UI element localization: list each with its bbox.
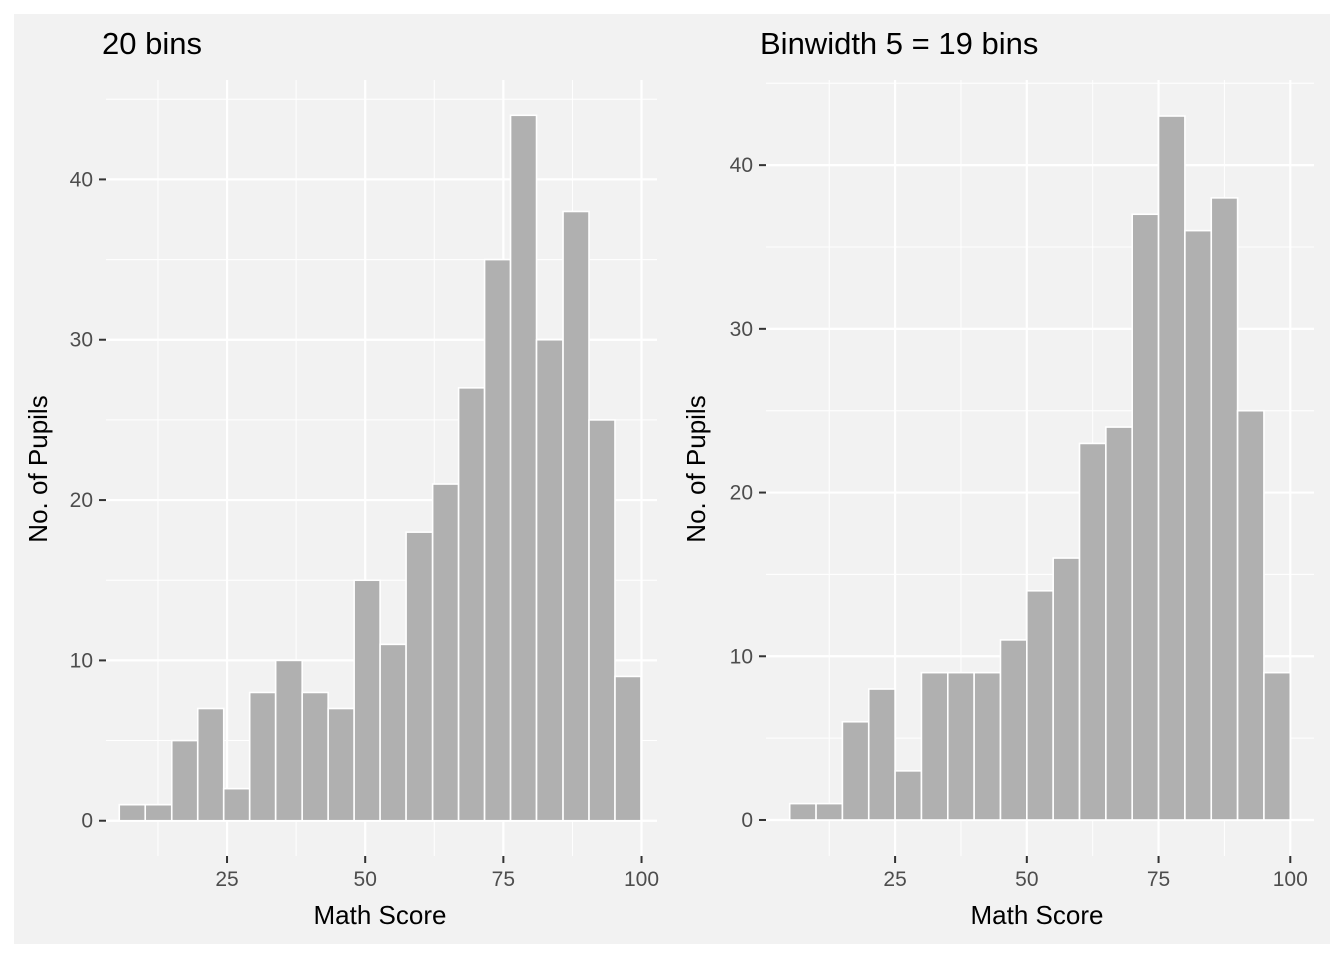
histogram-bar <box>327 707 355 822</box>
histogram-bar <box>1263 671 1292 821</box>
histogram-bar <box>274 659 303 822</box>
histogram-bar <box>118 803 147 822</box>
histogram-bar <box>379 643 407 822</box>
x-tick-label: 25 <box>215 868 238 891</box>
histogram-bar <box>1105 426 1134 821</box>
histogram-bar <box>483 258 512 822</box>
y-tick-label: 40 <box>70 168 93 191</box>
x-tick-label: 50 <box>1015 868 1038 891</box>
y-tick-label: 30 <box>730 318 753 341</box>
panel-2-bars <box>788 115 1292 821</box>
panel-2-y-axis-title: No. of Pupils <box>681 395 711 542</box>
histogram-bar <box>841 720 870 821</box>
histogram-bar <box>353 579 381 822</box>
histogram-bar <box>973 671 1002 821</box>
histogram-bar <box>788 802 817 821</box>
panel-1-x-axis-title: Math Score <box>314 900 447 930</box>
x-tick-label: 50 <box>354 868 377 891</box>
panel-1-bars <box>118 114 642 822</box>
histogram-bar <box>535 338 564 822</box>
histogram-bar <box>1026 589 1054 821</box>
x-tick-label: 100 <box>1273 868 1308 891</box>
histogram-bar <box>562 210 590 822</box>
histogram-bar <box>999 639 1028 821</box>
histogram-bar <box>144 803 173 822</box>
histogram-bar <box>946 671 975 821</box>
panel-1-x-axis: 25 50 75 100 <box>215 856 659 891</box>
panel-1-y-axis-title: No. of Pupils <box>23 395 53 542</box>
histogram-bar <box>1157 115 1186 821</box>
panel-2-x-axis-title: Math Score <box>971 900 1104 930</box>
histogram-bar <box>894 770 923 821</box>
histogram-bar <box>248 691 277 822</box>
histogram-bar <box>301 691 329 822</box>
y-tick-label: 20 <box>730 482 753 505</box>
panel-2: Binwidth 5 = 19 bins 0 10 20 30 40 25 50 75 100… <box>681 26 1314 930</box>
panel-2-x-axis: 25 50 75 100 <box>883 856 1308 891</box>
y-tick-label: 0 <box>81 810 93 833</box>
histogram-bar <box>1078 442 1107 821</box>
histogram-bar <box>170 739 199 822</box>
x-tick-label: 25 <box>883 868 906 891</box>
histogram-bar <box>1052 557 1081 821</box>
histogram-bar <box>867 688 896 821</box>
y-tick-label: 10 <box>730 645 753 668</box>
x-tick-label: 100 <box>624 868 659 891</box>
x-tick-label: 75 <box>492 868 515 891</box>
y-tick-label: 20 <box>70 489 93 512</box>
histogram-bar <box>1184 229 1213 821</box>
histogram-bar <box>222 787 251 822</box>
histogram-bar <box>588 419 616 822</box>
panel-1-y-axis: 0 10 20 30 40 <box>70 168 106 833</box>
y-tick-label: 0 <box>741 809 753 832</box>
panel-1: 20 bins 0 10 20 30 40 25 50 75 100 Math Score N… <box>23 26 659 930</box>
y-tick-label: 30 <box>70 329 93 352</box>
histogram-bar <box>509 114 538 822</box>
histogram-bar <box>431 483 460 822</box>
histogram-bar <box>1236 409 1265 821</box>
histogram-bar <box>815 802 844 821</box>
x-tick-label: 75 <box>1147 868 1170 891</box>
panel-1-title: 20 bins <box>102 26 202 61</box>
y-tick-label: 40 <box>730 154 753 177</box>
histogram-bar <box>1131 213 1160 821</box>
histogram-bar <box>405 531 434 822</box>
histogram-bar <box>457 387 486 822</box>
histogram-bar <box>196 707 225 822</box>
panel-2-y-axis: 0 10 20 30 40 <box>730 154 766 832</box>
y-tick-label: 10 <box>70 649 93 672</box>
panel-2-title: Binwidth 5 = 19 bins <box>760 26 1038 61</box>
histogram-bar <box>614 675 642 822</box>
histogram-bar <box>1210 197 1239 821</box>
histogram-bar <box>920 671 949 821</box>
